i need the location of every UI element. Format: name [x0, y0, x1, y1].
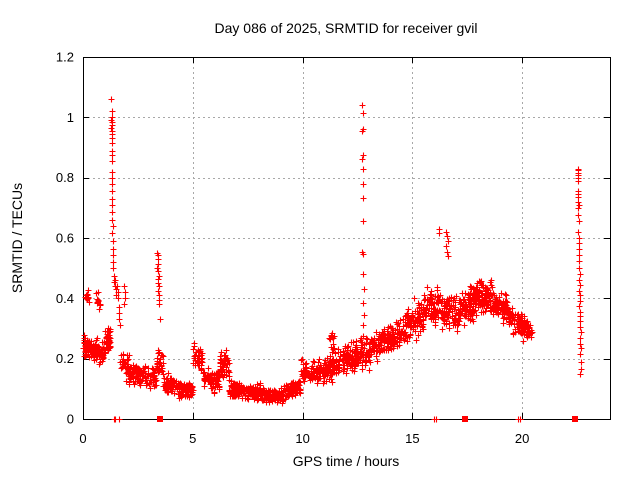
tick-marks: [83, 57, 610, 420]
y-tick-label: 0.4: [56, 291, 74, 306]
y-axis-label: SRMTID / TECUs: [9, 183, 25, 293]
x-tick-label: 15: [405, 431, 419, 446]
chart-title: Day 086 of 2025, SRMTID for receiver gvi…: [215, 20, 478, 36]
y-tick-label: 0: [67, 412, 74, 427]
y-tick-label: 1: [67, 110, 74, 125]
y-tick-label: 0.6: [56, 231, 74, 246]
x-tick-label: 5: [189, 431, 196, 446]
x-axis-label: GPS time / hours: [293, 453, 400, 469]
x-tick-label: 20: [515, 431, 529, 446]
baseline-flag-markers: [157, 416, 578, 422]
y-tick-label: 0.2: [56, 351, 74, 366]
square-marker: [462, 416, 468, 422]
y-tick-label: 1.2: [56, 50, 74, 65]
tick-labels: 0 5 10 15 20 0 0.2 0.4 0.6 0.8 1 1.2: [56, 50, 529, 447]
x-tick-label: 10: [295, 431, 309, 446]
square-marker: [157, 416, 163, 422]
square-marker: [572, 416, 578, 422]
y-tick-label: 0.8: [56, 170, 74, 185]
scatter-plus-markers: [80, 96, 585, 423]
data-points: [80, 96, 585, 423]
axis-ticks: [83, 57, 610, 420]
x-tick-label: 0: [79, 431, 86, 446]
